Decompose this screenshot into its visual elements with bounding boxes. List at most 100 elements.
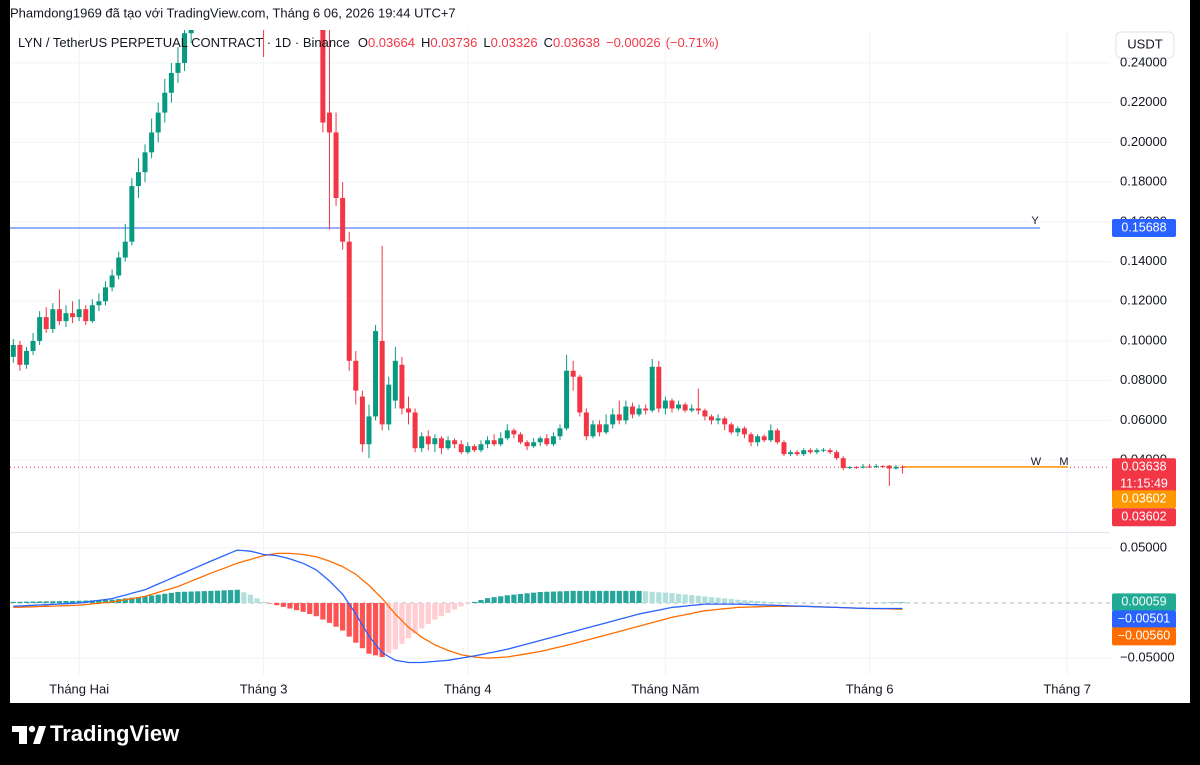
candle-body [386,384,392,425]
candle-body [662,400,668,409]
currency-button[interactable] [1115,31,1175,59]
candle-body [96,301,102,306]
indicator-label: M [1059,456,1068,468]
brand: TradingView [50,721,180,746]
x-tick-label: Tháng 7 [1043,681,1091,696]
histogram-bar [149,595,155,604]
candle-body [886,465,892,469]
candle-body [860,466,866,468]
candle-body [603,424,609,433]
histogram-bar [662,592,668,604]
x-tick-label: Tháng 4 [444,681,492,696]
candle-body [504,430,510,439]
histogram-bar [247,594,254,604]
candle-body [623,406,629,421]
histogram-bar [748,600,754,604]
histogram-bar [689,595,695,604]
histogram-bar [682,594,688,604]
candle-body [834,452,840,459]
histogram-bar [293,603,300,611]
histogram-bar [221,590,227,604]
candle-body [544,438,550,445]
change-percent: (−0.71%) [666,35,719,50]
candle-body [893,466,899,469]
candle-body [794,452,800,455]
ohlc-label: C [544,35,553,50]
pane-separator [10,532,1110,533]
histogram-badge-text: 0.00059 [1121,595,1166,609]
histogram-bar [563,591,570,604]
histogram-bar [412,603,418,634]
histogram-bar [722,598,728,604]
candle-body [900,466,906,468]
candle-body [656,366,662,409]
histogram-bar [300,603,306,612]
histogram-bar [438,603,445,617]
indicator-badge-text: 0.03602 [1121,510,1166,524]
histogram-bar [478,600,484,604]
y-tick-label: 0.12000 [1120,293,1167,308]
ohlc-value: 0.03326 [491,35,538,50]
histogram-badge [1112,593,1176,612]
x-tick-label: Tháng 3 [240,681,288,696]
candle-body [458,444,464,453]
histogram-bar [10,601,16,604]
candle-body [853,467,859,469]
histogram-bar [570,590,576,604]
countdown: 11:15:49 [1120,477,1168,491]
histogram-bar [781,602,787,604]
histogram-bar [56,601,63,604]
histogram-bar [241,592,247,604]
candle-body [432,438,438,445]
histogram-bar [484,598,491,604]
candle-body [557,428,563,437]
candle-body [583,412,589,437]
histogram-bar [392,603,398,650]
candle-body [56,309,62,322]
candle-body [10,344,16,357]
candle-body [735,428,741,433]
candle-body [682,404,688,411]
histogram-bar [366,603,372,654]
histogram-bar [69,600,76,604]
histogram-bar [550,591,557,604]
histogram-bar [557,591,563,604]
candle-body [597,424,603,433]
legend: LYN / TetherUS PERPETUAL CONTRACT · 1D ·… [18,35,719,50]
ohlc-value: 0.03664 [368,35,415,50]
histogram-bar [471,601,477,604]
histogram-bar [583,590,589,604]
candle-body [550,436,556,445]
candle-body [155,112,161,133]
candle-body [695,408,701,411]
currency[interactable]: USDT [1127,36,1162,51]
histogram-bar [37,601,43,604]
histogram-bar [577,590,583,604]
candle-body [30,340,36,351]
candle-body [478,444,484,451]
histogram-bar [715,597,721,604]
histogram-bar [287,603,293,609]
candle-body [774,430,780,443]
indicator-badge [1112,490,1176,509]
x-tick-label: Tháng 6 [846,681,894,696]
legend-title: LYN / TetherUS PERPETUAL CONTRACT · 1D ·… [18,35,350,50]
histogram-bar [590,590,596,604]
candle-body [109,275,115,288]
candle-body [135,172,141,187]
candles [10,30,906,486]
histogram-bar [142,596,148,604]
candle-body [517,434,523,443]
histogram-bar [63,601,69,604]
candle-body [142,152,148,173]
histogram-bar [491,597,497,604]
candle-body [485,440,491,445]
macd-badge-text: −0.00501 [1118,612,1171,626]
candle-body [43,317,49,330]
candle-body [188,30,194,34]
candle-body [399,364,405,409]
histogram-bar [23,601,30,604]
histogram-bar [899,602,906,604]
candle-body [346,241,352,361]
